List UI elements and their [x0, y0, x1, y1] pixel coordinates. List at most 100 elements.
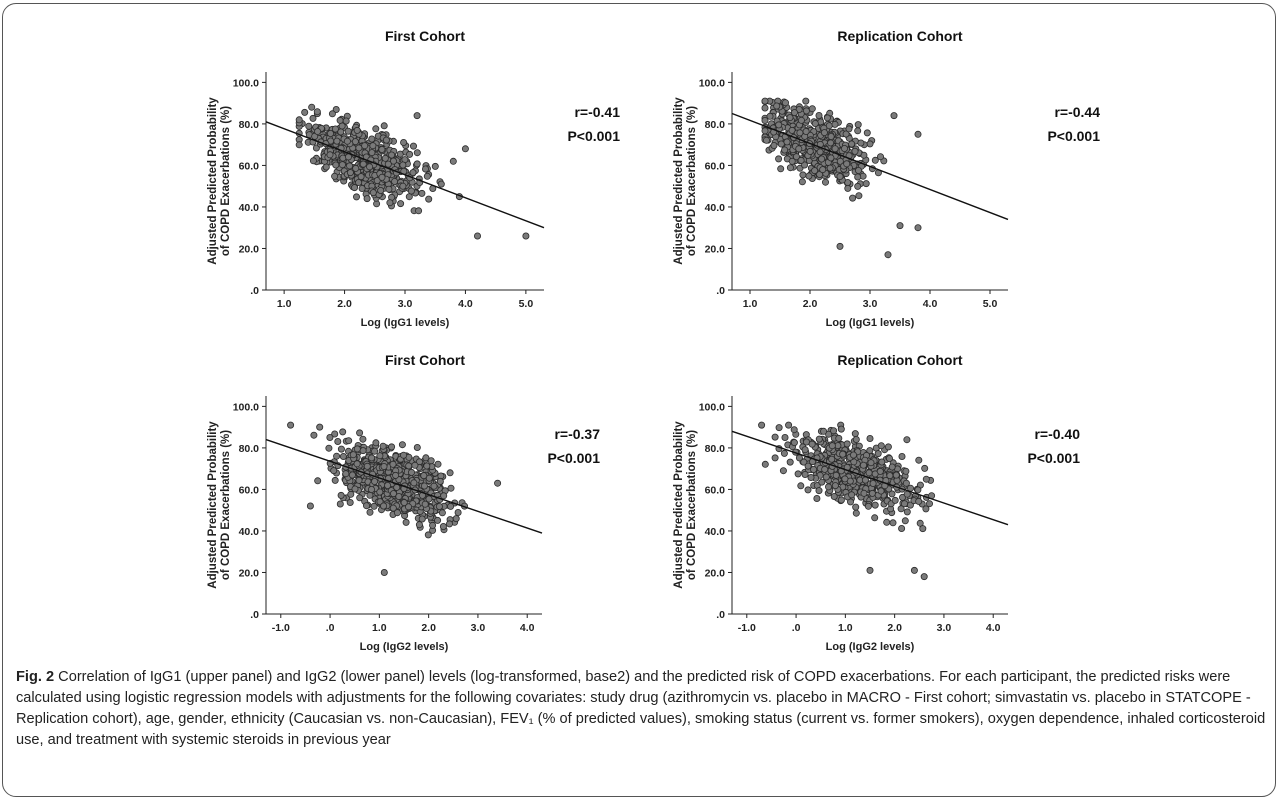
data-point — [359, 447, 367, 455]
data-point — [766, 112, 774, 120]
regression-line — [265, 438, 543, 534]
data-point — [818, 155, 826, 163]
data-point — [825, 483, 833, 491]
data-point — [901, 517, 909, 525]
data-point — [435, 502, 443, 510]
panel-title: First Cohort — [384, 352, 466, 368]
data-point — [763, 136, 771, 144]
data-point — [348, 471, 356, 479]
data-point — [409, 169, 417, 177]
data-point — [346, 162, 354, 170]
data-point — [430, 482, 438, 490]
data-point — [420, 472, 428, 480]
data-point — [915, 497, 923, 505]
data-point — [841, 475, 849, 483]
y-tick-label: 60.0 — [239, 484, 260, 496]
data-point — [831, 145, 839, 153]
data-point — [331, 430, 339, 438]
data-point — [342, 117, 350, 125]
data-point — [418, 515, 426, 523]
data-point — [380, 462, 388, 470]
data-point — [407, 468, 415, 476]
data-point — [339, 452, 347, 460]
data-point — [832, 471, 840, 479]
data-point — [804, 462, 812, 470]
data-point — [397, 200, 405, 208]
x-tick-label: 4.0 — [520, 622, 535, 634]
data-point — [866, 140, 874, 148]
data-point — [839, 450, 847, 458]
data-point — [901, 500, 909, 508]
data-point — [352, 193, 360, 201]
data-point — [843, 160, 851, 168]
y-tick-label: 100.0 — [699, 401, 725, 413]
data-point — [333, 137, 341, 145]
data-point — [876, 467, 884, 475]
data-point — [783, 138, 791, 146]
data-point — [871, 156, 879, 164]
y-tick-label: 80.0 — [705, 119, 726, 131]
data-point — [854, 182, 862, 190]
data-point — [359, 160, 367, 168]
data-point — [347, 490, 355, 498]
data-point — [332, 106, 340, 114]
r-value: r=-0.41 — [574, 104, 620, 120]
y-tick-label: .0 — [250, 285, 259, 297]
data-point — [449, 157, 457, 165]
data-point — [400, 138, 408, 146]
data-point — [422, 454, 430, 462]
data-point — [852, 435, 860, 443]
data-point — [363, 462, 371, 470]
data-point — [424, 531, 432, 539]
data-point — [382, 136, 390, 144]
data-point — [368, 454, 376, 462]
data-point — [330, 467, 338, 475]
data-point — [356, 429, 364, 437]
data-point — [866, 566, 874, 574]
data-point — [409, 142, 417, 150]
data-point — [447, 502, 455, 510]
data-point — [845, 125, 853, 133]
data-point — [344, 127, 352, 135]
x-tick-label: .0 — [326, 622, 335, 634]
data-point — [795, 145, 803, 153]
data-point — [366, 163, 374, 171]
data-point — [811, 167, 819, 175]
x-tick-label: 3.0 — [863, 298, 878, 310]
data-point — [811, 120, 819, 128]
data-point — [322, 163, 330, 171]
p-value: P<0.001 — [547, 450, 600, 466]
data-point — [439, 523, 447, 531]
data-point — [831, 120, 839, 128]
data-point — [802, 127, 810, 135]
data-point — [802, 107, 810, 115]
data-point — [328, 110, 336, 118]
data-point — [345, 437, 353, 445]
data-point — [380, 502, 388, 510]
data-point — [355, 178, 363, 186]
data-point — [854, 121, 862, 129]
data-point — [863, 129, 871, 137]
data-point — [877, 442, 885, 450]
data-point — [326, 129, 334, 137]
data-point — [353, 460, 361, 468]
data-point — [848, 491, 856, 499]
data-point — [429, 521, 437, 529]
data-point — [914, 130, 922, 138]
data-point — [899, 493, 907, 501]
data-point — [331, 476, 339, 484]
data-point — [407, 187, 415, 195]
data-point — [405, 462, 413, 470]
data-point — [852, 503, 860, 511]
data-point — [411, 461, 419, 469]
x-tick-label: 3.0 — [398, 298, 413, 310]
data-point — [413, 160, 421, 168]
data-point — [339, 428, 347, 436]
x-tick-label: -1.0 — [272, 622, 290, 634]
data-point — [874, 450, 882, 458]
data-point — [861, 476, 869, 484]
data-point — [831, 482, 839, 490]
data-point — [415, 521, 423, 529]
data-point — [363, 195, 371, 203]
data-point — [849, 194, 857, 202]
